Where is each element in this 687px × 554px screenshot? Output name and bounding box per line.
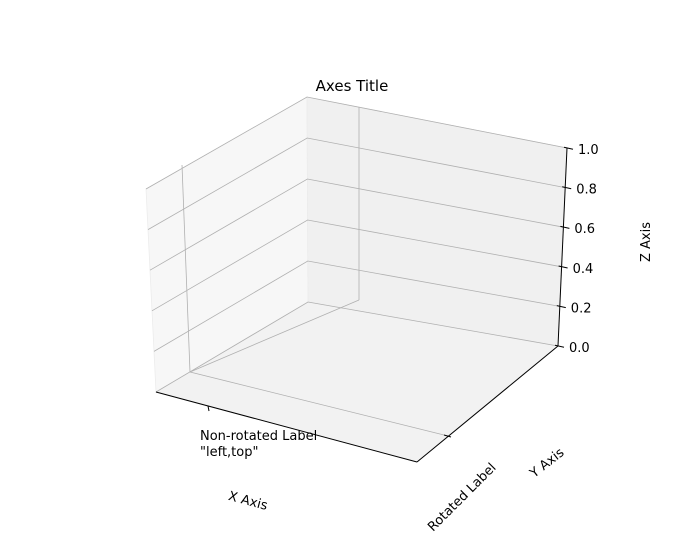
z-tick-label: 0.8 — [576, 183, 597, 198]
grid-line-z — [151, 219, 562, 312]
grid-floor — [189, 299, 445, 436]
grid-line-floor-x — [189, 299, 360, 373]
grid-line-floor-y — [189, 371, 445, 436]
grid-vertical — [181, 107, 360, 373]
grid-line-z — [147, 137, 566, 230]
y-axis-line — [416, 345, 559, 463]
y-axis-tick — [443, 434, 452, 438]
z-ticks — [554, 146, 574, 348]
annotation-non-rotated-line-2: "left,top" — [200, 445, 258, 460]
z-axis-line — [557, 147, 568, 347]
annotation-non-rotated-line-1: Non-rotated Label — [200, 429, 317, 444]
y-axis-label: Y Axis — [527, 445, 568, 482]
x-axis-label: X Axis — [227, 489, 270, 514]
z-axis-tick — [560, 225, 570, 229]
z-axis-tick — [563, 146, 574, 150]
z-tick-labels: 0.0 0.2 0.4 0.6 0.8 1.0 — [569, 143, 599, 356]
annotation-non-rotated: Non-rotated Label "left,top" — [200, 429, 321, 460]
z-axis-tick — [562, 186, 572, 190]
z-axis-tick — [558, 265, 568, 269]
grid-line-side-vertical — [181, 164, 191, 373]
z-axis-tick — [556, 305, 566, 309]
annotation-rotated: Rotated Label — [425, 461, 499, 535]
z-axis-tick — [554, 344, 565, 348]
z-tick-label: 1.0 — [578, 143, 599, 158]
grid-z — [145, 96, 568, 393]
grid-line-z — [145, 96, 568, 190]
grid-line-z — [153, 260, 560, 352]
z-tick-label: 0.0 — [569, 341, 590, 356]
z-tick-label: 0.2 — [571, 301, 592, 316]
chart-title: Axes Title — [316, 77, 389, 95]
x-axis-line — [155, 391, 418, 463]
z-axis-label: Z Axis — [639, 222, 654, 262]
z-tick-label: 0.4 — [573, 262, 594, 277]
grid-line-z — [149, 178, 564, 271]
x-axis-tick — [207, 405, 210, 412]
z-tick-label: 0.6 — [574, 222, 595, 237]
grid-line-z — [155, 301, 559, 393]
